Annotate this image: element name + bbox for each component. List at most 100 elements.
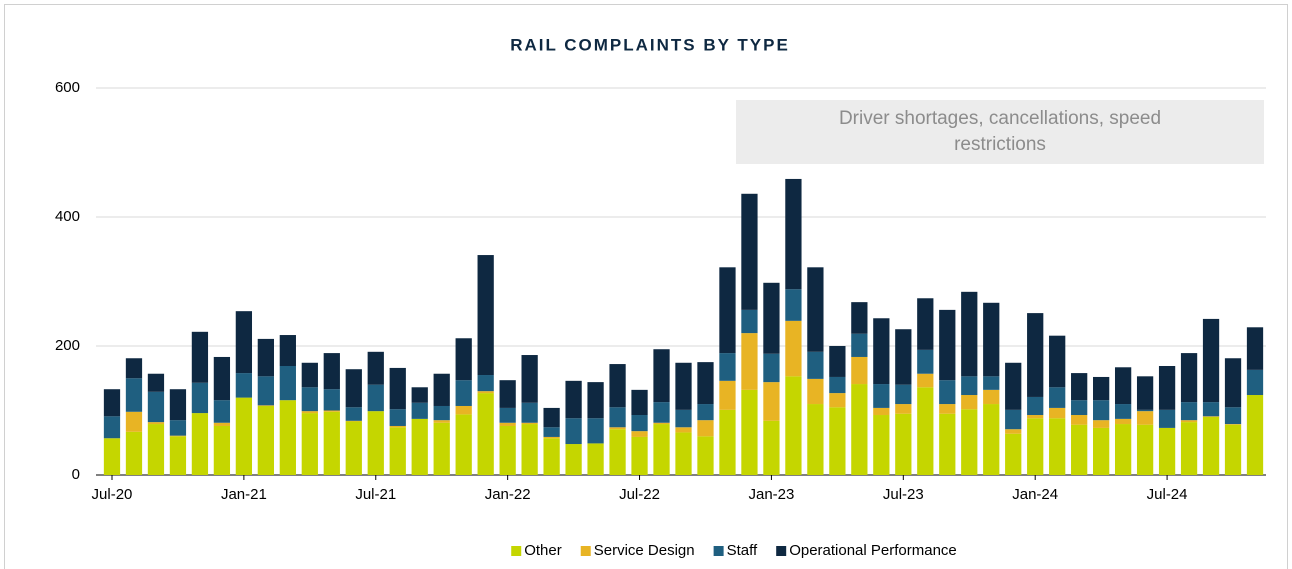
bar-segment [807,404,824,475]
bar-segment [235,373,253,398]
bar-segment [1114,424,1132,475]
legend-label: Other [524,542,562,559]
bar-segment [653,424,670,475]
bar-segment [1180,420,1198,423]
bar-segment [1136,424,1154,475]
bar-segment [675,362,692,410]
bar-segment [499,380,516,408]
bar-segment [961,409,978,475]
bar-segment [1005,429,1022,434]
bar-segment [1114,367,1132,405]
chart-frame [4,4,1288,569]
bar-segment [1071,373,1088,401]
bar-segment [983,376,1000,390]
bar-segment [741,333,758,390]
y-tick-label: 200 [55,337,80,354]
bar-segment [345,420,362,422]
bar-segment [829,376,846,394]
bar-segment [631,431,648,437]
bar-segment [191,382,209,414]
bar-segment [1093,376,1110,401]
bar-segment [587,418,604,444]
bar-segment [1071,400,1088,416]
bar-segment [235,311,253,374]
bar-segment [939,309,956,381]
bar-segment [609,429,626,475]
bar-segment [565,418,582,445]
bar-segment [301,362,318,388]
legend-label: Staff [727,542,758,559]
bar-segment [257,405,274,406]
legend-swatch [713,546,724,556]
bar-segment [345,421,362,475]
bar-segment [499,407,516,423]
bar-segment [411,402,428,419]
bar-segment [1027,418,1044,475]
bar-segment [191,413,209,475]
bar-segment [609,407,626,428]
bar-segment [1202,402,1220,417]
bar-segment [631,436,648,475]
bar-segment [1049,335,1066,388]
bar-segment [1202,318,1220,403]
bar-segment [147,422,165,425]
bar-segment [785,376,802,475]
bar-segment [1180,353,1198,403]
bar-segment [587,382,604,419]
bar-segment [807,351,824,379]
x-tick-label: Jul-24 [1147,486,1188,503]
bar-segment [939,404,956,414]
bar-segment [1158,365,1176,410]
bar-segment [917,387,934,475]
legend-swatch [776,546,787,556]
bar-segment [895,384,912,405]
bar-segment [389,425,406,428]
bar-segment [851,384,868,475]
bar-segment [213,422,231,426]
bar-segment [785,178,802,290]
bar-segment [301,411,318,414]
bar-segment [125,378,143,412]
bar-segment [1224,424,1242,425]
bar-segment [477,393,494,475]
bar-segment [1049,407,1066,419]
legend-label: Service Design [594,542,695,559]
bar-segment [125,411,143,432]
bar-segment [367,384,384,412]
bar-segment [433,405,450,421]
bar-segment [653,349,670,403]
bar-segment [1005,433,1022,475]
bar-segment [389,367,406,410]
bar-segment [895,329,912,385]
bar-segment [411,387,428,403]
bar-segment [257,405,274,475]
bar-segment [521,355,538,403]
bar-segment [763,282,780,354]
bar-segment [1027,313,1044,397]
bar-segment [301,413,318,475]
bar-segment [829,393,846,408]
bar-segment [697,362,714,405]
bar-segment [741,389,758,475]
bar-segment [389,427,406,475]
bar-segment [697,436,714,475]
bar-segment [1027,415,1044,419]
x-tick-label: Jan-21 [221,486,267,503]
bar-segment [125,431,143,475]
bar-segment [873,318,890,385]
bar-segment [433,422,450,475]
bar-segment [829,407,846,475]
bar-segment [455,414,472,475]
bar-segment [1049,387,1066,408]
bar-segment [103,416,121,439]
x-tick-label: Jul-23 [883,486,924,503]
bar-segment [873,415,890,475]
bar-segment [1005,362,1022,410]
bar-segment [1246,369,1264,396]
bar-segment [1246,327,1264,370]
bar-segment [807,267,824,352]
bar-segment [1114,404,1132,419]
bar-segment [169,435,187,437]
bar-segment [455,380,472,406]
